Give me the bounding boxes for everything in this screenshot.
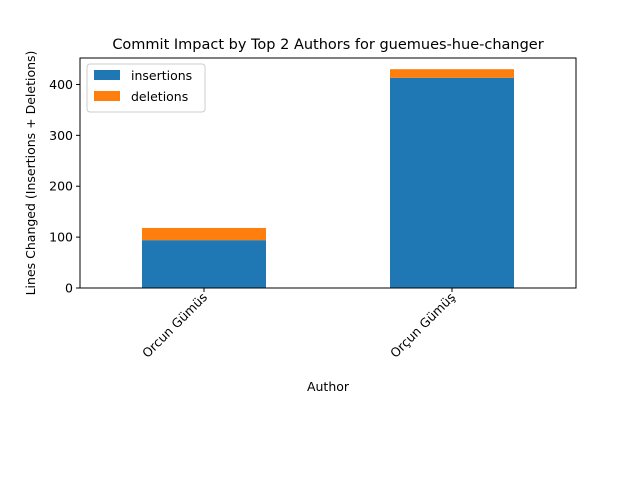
chart-title: Commit Impact by Top 2 Authors for guemu… (112, 37, 543, 53)
bar-deletions-0 (142, 227, 266, 241)
axes-frame (79, 57, 577, 289)
bar-insertions-1 (390, 77, 514, 289)
legend: insertions deletions (86, 63, 206, 113)
legend-label-insertions: insertions (131, 68, 192, 83)
legend-swatch-insertions (94, 70, 120, 80)
y-tick-label-4: 400 (49, 77, 73, 92)
bar-deletions-1 (390, 69, 514, 78)
bar-insertions-0 (142, 240, 266, 288)
y-axis-label: Lines Changed (Insertions + Deletions) (23, 51, 38, 296)
y-tick-label-1: 100 (49, 230, 73, 245)
y-tick-label-2: 200 (49, 179, 73, 194)
y-tick-label-3: 300 (49, 128, 73, 143)
legend-swatch-deletions (94, 91, 120, 101)
plot-area (142, 69, 514, 289)
x-axis-label: Author (307, 379, 350, 394)
x-tick-label-0: Orcun Gümüs (139, 290, 210, 361)
y-tick-label-0: 0 (65, 281, 73, 296)
legend-label-deletions: deletions (131, 89, 188, 104)
x-tick-label-1: Orçun Gümüş (387, 290, 458, 361)
